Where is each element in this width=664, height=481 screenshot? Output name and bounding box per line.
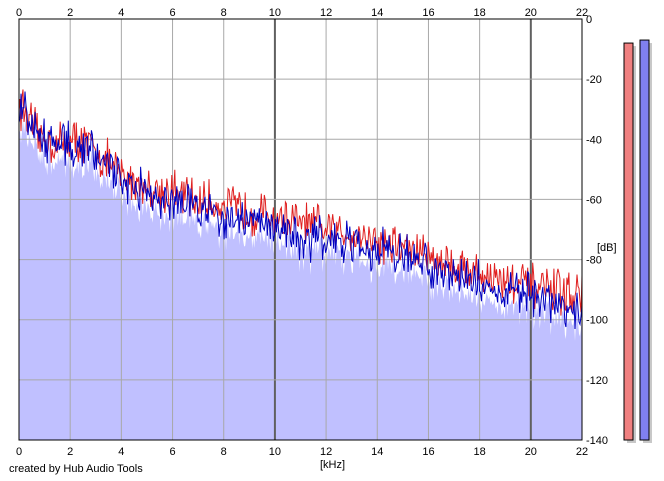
x-tick-label-bottom-6: 12 bbox=[320, 446, 332, 458]
credit-text: created by Hub Audio Tools bbox=[9, 463, 143, 475]
level-meters bbox=[623, 39, 652, 444]
y-tick-label-7: -140 bbox=[586, 435, 608, 447]
x-tick-label-top-0: 0 bbox=[16, 7, 22, 19]
spectrum-fill-area bbox=[19, 117, 582, 441]
y-tick-label-0: 0 bbox=[586, 14, 592, 26]
x-tick-label-bottom-0: 0 bbox=[16, 446, 22, 458]
x-tick-labels-top: 0 2 4 6 8 10 12 14 16 18 20 22 bbox=[16, 7, 588, 19]
x-tick-label-bottom-9: 18 bbox=[474, 446, 486, 458]
level-meter-0 bbox=[623, 42, 634, 441]
x-tick-label-top-9: 18 bbox=[474, 7, 486, 19]
x-tick-label-bottom-2: 4 bbox=[118, 446, 124, 458]
x-tick-label-top-1: 2 bbox=[67, 7, 73, 19]
x-tick-label-top-3: 6 bbox=[169, 7, 175, 19]
series-line-blue bbox=[18, 91, 583, 330]
y-tick-label-3: -60 bbox=[586, 194, 602, 206]
x-tick-label-bottom-10: 20 bbox=[525, 446, 537, 458]
y-tick-label-6: -120 bbox=[586, 375, 608, 387]
grid-lines bbox=[18, 18, 583, 441]
y-tick-labels: 0 -20 -40 -60 -80 -100 -120 -140 bbox=[586, 14, 608, 447]
x-tick-label-top-5: 10 bbox=[269, 7, 281, 19]
x-tick-label-top-11: 22 bbox=[576, 7, 588, 19]
plot-frame bbox=[18, 18, 583, 441]
x-tick-label-bottom-8: 16 bbox=[422, 446, 434, 458]
x-tick-label-bottom-3: 6 bbox=[169, 446, 175, 458]
x-tick-label-bottom-4: 8 bbox=[221, 446, 227, 458]
x-tick-label-bottom-7: 14 bbox=[371, 446, 383, 458]
y-tick-label-1: -20 bbox=[586, 74, 602, 86]
x-tick-label-bottom-1: 2 bbox=[67, 446, 73, 458]
x-tick-label-top-8: 16 bbox=[422, 7, 434, 19]
x-tick-label-bottom-5: 10 bbox=[269, 446, 281, 458]
x-tick-label-top-10: 20 bbox=[525, 7, 537, 19]
y-tick-label-4: -80 bbox=[586, 255, 602, 267]
x-axis-label: [kHz] bbox=[320, 459, 345, 471]
x-tick-label-bottom-11: 22 bbox=[576, 446, 588, 458]
y-axis-label: [dB] bbox=[597, 242, 617, 254]
level-meter-1 bbox=[639, 39, 650, 441]
x-tick-label-top-6: 12 bbox=[320, 7, 332, 19]
x-tick-label-top-2: 4 bbox=[118, 7, 124, 19]
y-tick-label-2: -40 bbox=[586, 134, 602, 146]
x-tick-label-top-7: 14 bbox=[371, 7, 383, 19]
x-tick-label-top-4: 8 bbox=[221, 7, 227, 19]
x-tick-labels-bottom: 0 2 4 6 8 10 12 14 16 18 20 22 bbox=[16, 446, 588, 458]
y-tick-label-5: -100 bbox=[586, 315, 608, 327]
